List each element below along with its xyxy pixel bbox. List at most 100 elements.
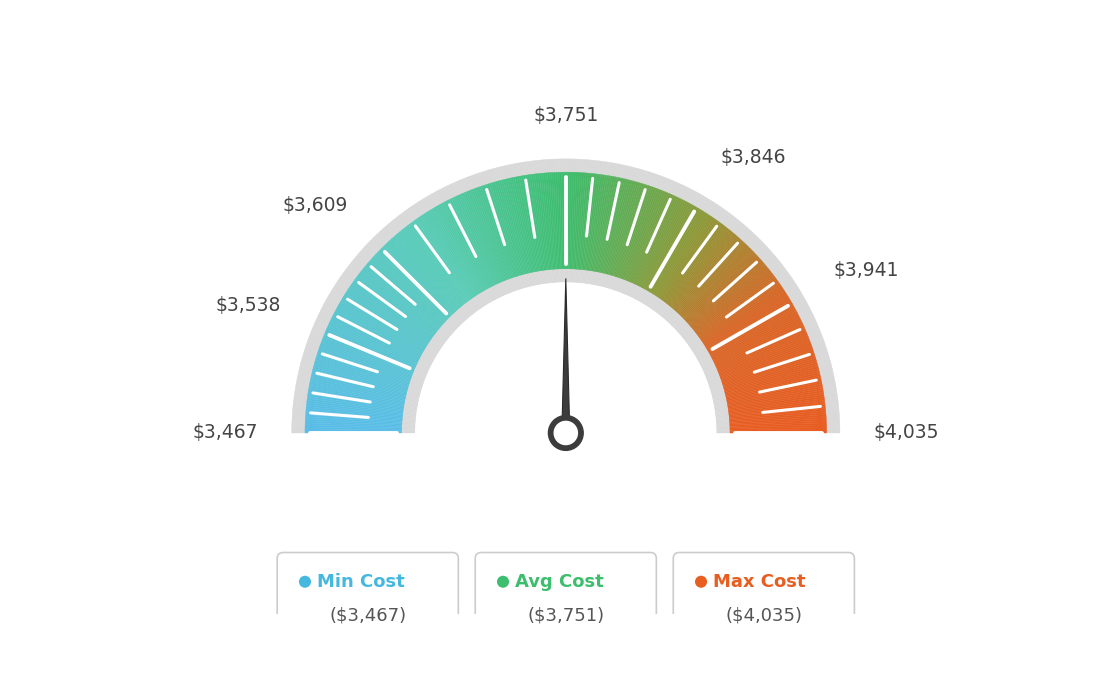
Circle shape	[498, 576, 508, 587]
Wedge shape	[657, 216, 712, 297]
Wedge shape	[570, 269, 571, 282]
Wedge shape	[720, 343, 811, 377]
Wedge shape	[702, 286, 783, 342]
Wedge shape	[636, 197, 679, 285]
Wedge shape	[633, 195, 673, 284]
Wedge shape	[612, 183, 640, 275]
Wedge shape	[463, 178, 470, 191]
Wedge shape	[609, 275, 614, 288]
Wedge shape	[353, 258, 364, 268]
Wedge shape	[468, 190, 506, 281]
Wedge shape	[518, 275, 522, 288]
Wedge shape	[645, 293, 652, 305]
Wedge shape	[627, 166, 631, 180]
Wedge shape	[417, 201, 426, 214]
Wedge shape	[311, 374, 406, 397]
Wedge shape	[724, 362, 817, 390]
Wedge shape	[514, 177, 535, 272]
Wedge shape	[555, 269, 558, 282]
Wedge shape	[809, 336, 822, 343]
Wedge shape	[506, 280, 511, 293]
Wedge shape	[420, 357, 432, 364]
Wedge shape	[322, 337, 413, 374]
Wedge shape	[616, 278, 622, 291]
Wedge shape	[720, 341, 810, 376]
Wedge shape	[765, 257, 777, 267]
Wedge shape	[729, 402, 825, 415]
Wedge shape	[710, 385, 723, 390]
Wedge shape	[400, 214, 410, 226]
Wedge shape	[618, 165, 624, 178]
Wedge shape	[662, 222, 721, 301]
Wedge shape	[661, 178, 669, 191]
Wedge shape	[307, 340, 320, 346]
Wedge shape	[544, 159, 548, 173]
Wedge shape	[703, 366, 716, 372]
Wedge shape	[617, 279, 623, 291]
Wedge shape	[308, 394, 403, 410]
Wedge shape	[711, 390, 724, 394]
Wedge shape	[516, 277, 520, 289]
Wedge shape	[434, 335, 445, 344]
Wedge shape	[488, 288, 496, 300]
Wedge shape	[414, 369, 427, 375]
Wedge shape	[729, 394, 824, 410]
Wedge shape	[691, 193, 700, 206]
Wedge shape	[817, 359, 830, 364]
Wedge shape	[406, 395, 420, 399]
Wedge shape	[719, 339, 809, 375]
Wedge shape	[522, 274, 527, 288]
Wedge shape	[583, 173, 594, 270]
Wedge shape	[306, 413, 402, 422]
Wedge shape	[440, 326, 452, 336]
Wedge shape	[452, 314, 461, 324]
Wedge shape	[703, 290, 785, 344]
Wedge shape	[714, 320, 802, 363]
Wedge shape	[638, 289, 646, 302]
Wedge shape	[318, 315, 331, 322]
Wedge shape	[338, 304, 423, 353]
Wedge shape	[307, 398, 403, 413]
Wedge shape	[520, 275, 524, 288]
Wedge shape	[301, 361, 315, 366]
Wedge shape	[517, 163, 521, 177]
Wedge shape	[336, 282, 348, 291]
Wedge shape	[562, 172, 564, 269]
Wedge shape	[406, 393, 420, 397]
Wedge shape	[304, 351, 317, 356]
Wedge shape	[411, 379, 424, 384]
Wedge shape	[699, 197, 708, 210]
Wedge shape	[673, 183, 680, 196]
Wedge shape	[335, 284, 347, 293]
Text: Max Cost: Max Cost	[713, 573, 806, 591]
Wedge shape	[417, 362, 429, 368]
Wedge shape	[311, 372, 406, 396]
Wedge shape	[728, 392, 824, 408]
Wedge shape	[720, 344, 811, 379]
Wedge shape	[575, 172, 582, 269]
Wedge shape	[305, 348, 318, 355]
Wedge shape	[449, 316, 460, 326]
Wedge shape	[333, 286, 346, 295]
Wedge shape	[538, 173, 549, 270]
Text: ($4,035): ($4,035)	[725, 606, 803, 624]
Wedge shape	[820, 371, 834, 376]
Wedge shape	[305, 429, 402, 432]
Wedge shape	[624, 282, 630, 294]
Wedge shape	[428, 195, 436, 208]
Wedge shape	[314, 366, 407, 392]
Wedge shape	[699, 355, 711, 362]
Wedge shape	[601, 178, 623, 273]
Wedge shape	[330, 320, 417, 363]
Circle shape	[416, 283, 715, 582]
Wedge shape	[679, 186, 687, 199]
Wedge shape	[637, 198, 680, 286]
Wedge shape	[647, 172, 652, 186]
Wedge shape	[453, 313, 463, 324]
Wedge shape	[623, 281, 628, 293]
Wedge shape	[581, 173, 593, 270]
Wedge shape	[680, 246, 749, 316]
Wedge shape	[747, 236, 758, 247]
Wedge shape	[495, 284, 501, 297]
Wedge shape	[813, 344, 826, 351]
